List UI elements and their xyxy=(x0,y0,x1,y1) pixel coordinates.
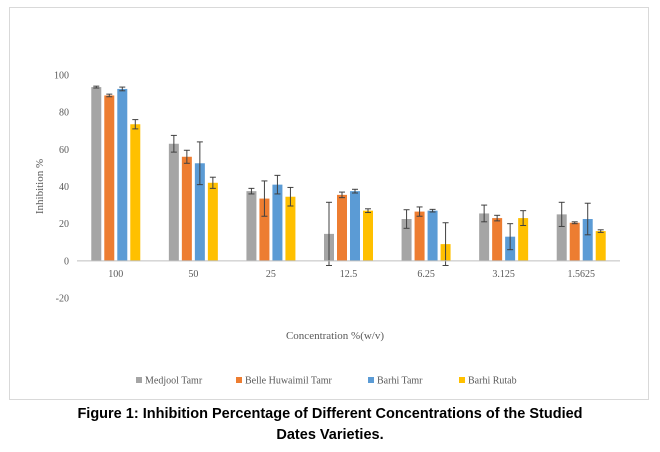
bar xyxy=(595,231,606,261)
error-bar xyxy=(132,119,139,130)
x-tick-label: 50 xyxy=(188,269,198,280)
x-tick-label: 12.5 xyxy=(340,269,358,280)
bar xyxy=(582,219,593,261)
error-bar xyxy=(170,134,177,153)
legend-swatch xyxy=(368,377,374,383)
bar xyxy=(246,191,257,261)
legend-label: Medjool Tamr xyxy=(145,376,203,387)
error-bar xyxy=(106,93,113,98)
x-axis-label: Concentration %(w/v) xyxy=(286,330,384,342)
error-bar xyxy=(196,141,203,186)
error-bar xyxy=(274,174,281,195)
bar xyxy=(427,210,438,261)
bar xyxy=(207,182,218,261)
y-axis-label: Inhibition % xyxy=(34,159,46,214)
legend-item: Barhi Tamr xyxy=(368,376,423,387)
bar xyxy=(556,214,567,261)
y-tick-label: 100 xyxy=(54,71,69,82)
legend-label: Barhi Rutab xyxy=(468,376,517,387)
error-bar xyxy=(183,149,190,164)
y-tick-label: 20 xyxy=(59,219,69,230)
error-bar xyxy=(429,208,436,213)
bar xyxy=(272,184,283,261)
error-bar xyxy=(597,229,604,233)
x-tick-label: 3.125 xyxy=(492,269,515,280)
error-bar xyxy=(494,214,501,222)
error-bar xyxy=(403,209,410,229)
bar xyxy=(479,213,490,261)
bar xyxy=(337,194,347,261)
error-bar xyxy=(571,221,578,225)
y-tick-label: -20 xyxy=(56,294,69,305)
error-bar xyxy=(287,186,294,207)
bar-chart: -20 0 20 40 60 80 100 100 50 25 12.5 6.25 3.125 1.56… xyxy=(34,71,620,387)
error-bar xyxy=(507,223,514,251)
legend-item: Barhi Rutab xyxy=(459,376,517,387)
error-bar xyxy=(481,204,488,223)
error-bar xyxy=(520,210,527,227)
bar xyxy=(414,211,425,261)
error-bar xyxy=(352,188,358,194)
error-bar xyxy=(261,180,268,217)
bar xyxy=(401,219,412,261)
bar xyxy=(91,87,102,261)
legend-swatch xyxy=(136,377,142,383)
bar xyxy=(117,88,128,261)
caption-line-1: Figure 1: Inhibition Percentage of Diffe… xyxy=(77,406,583,422)
x-tick-label: 6.25 xyxy=(417,269,435,280)
error-bar xyxy=(339,191,345,199)
y-tick-label: 80 xyxy=(59,108,69,119)
bar xyxy=(285,196,296,261)
error-bar xyxy=(584,202,591,236)
bar xyxy=(181,156,192,261)
bar xyxy=(168,143,179,261)
error-bar xyxy=(416,206,423,217)
x-tick-label: 1.5625 xyxy=(567,269,595,280)
bar xyxy=(518,218,529,261)
bar xyxy=(104,95,115,261)
legend: Medjool Tamr Belle Huwaimil Tamr Barhi Tam… xyxy=(136,376,517,387)
error-bar xyxy=(365,208,371,214)
bar xyxy=(194,163,205,261)
error-bar xyxy=(119,86,126,92)
y-tick-label: 60 xyxy=(59,145,69,156)
bar xyxy=(130,124,141,261)
error-bar xyxy=(442,222,449,266)
bar xyxy=(569,222,580,261)
x-tick-label: 100 xyxy=(108,269,123,280)
bar xyxy=(259,198,270,261)
bar xyxy=(492,218,503,261)
x-tick-label: 25 xyxy=(266,269,276,280)
caption-line-2: Dates Varieties. xyxy=(276,427,384,443)
legend-swatch xyxy=(459,377,465,383)
figure-caption: Figure 1: Inhibition Percentage of Diffe… xyxy=(0,404,660,446)
legend-label: Barhi Tamr xyxy=(377,376,423,387)
legend-label: Belle Huwaimil Tamr xyxy=(245,376,333,387)
error-bar xyxy=(326,201,332,266)
error-bar xyxy=(209,176,216,189)
error-bar xyxy=(558,201,565,227)
legend-item: Belle Huwaimil Tamr xyxy=(236,376,333,387)
y-tick-label: 0 xyxy=(64,256,69,267)
bar xyxy=(363,210,373,261)
legend-swatch xyxy=(236,377,242,383)
error-bar xyxy=(248,187,255,195)
error-bar xyxy=(93,85,100,89)
legend-item: Medjool Tamr xyxy=(136,376,203,387)
bar xyxy=(350,191,360,261)
y-tick-label: 40 xyxy=(59,182,69,193)
chart-area: -20 0 20 40 60 80 100 100 50 25 12.5 6.25 3.125 1.56… xyxy=(9,7,649,400)
